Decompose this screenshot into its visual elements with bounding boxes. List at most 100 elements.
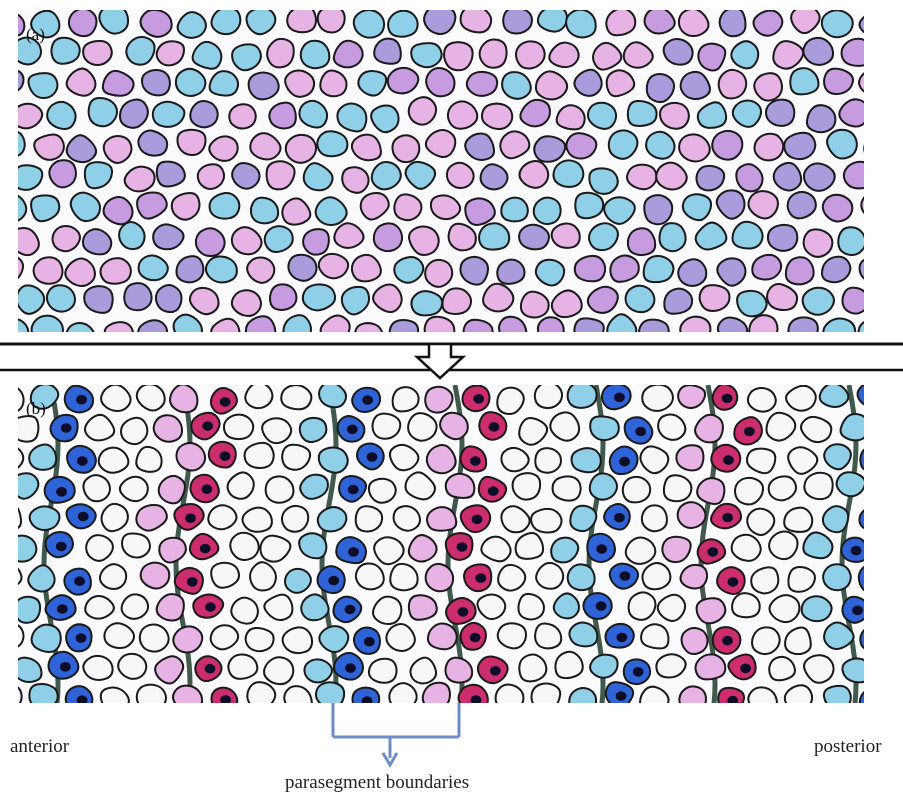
cell [340, 285, 371, 316]
cell [48, 159, 77, 189]
cell [227, 653, 259, 680]
cell [18, 194, 28, 222]
cell [496, 258, 526, 285]
parasegment-boundaries-label: parasegment boundaries [285, 772, 470, 793]
arrow-down-icon [381, 752, 399, 768]
cell [332, 39, 364, 69]
cell [370, 104, 400, 134]
cell [533, 135, 567, 163]
cell [318, 625, 350, 654]
cell [82, 39, 113, 67]
cell [881, 103, 903, 129]
stripe-cell [859, 448, 864, 471]
cell [29, 385, 60, 410]
cell [123, 282, 153, 312]
cell [716, 316, 749, 332]
cell [534, 622, 563, 650]
cell [696, 477, 726, 506]
cell-nucleus [469, 456, 481, 466]
cell [766, 223, 799, 252]
cell [18, 686, 23, 703]
cell [863, 144, 864, 153]
cell [0, 536, 4, 563]
cell [772, 161, 803, 192]
cell [30, 10, 61, 39]
cell [609, 254, 640, 283]
cell-nucleus [344, 604, 356, 615]
cell [388, 443, 420, 472]
cell [280, 385, 313, 411]
cell [801, 286, 835, 316]
cell-nucleus [347, 484, 359, 495]
cell [209, 624, 240, 651]
cell [410, 42, 443, 69]
cell [822, 317, 857, 332]
cell [445, 161, 475, 189]
cell [18, 656, 43, 683]
cell [421, 681, 451, 703]
panel-b-label: (b) [26, 399, 46, 418]
cell [464, 197, 496, 226]
cell [552, 159, 585, 188]
cell [249, 561, 277, 592]
cell [499, 130, 531, 160]
cell [550, 536, 580, 564]
cell [210, 317, 241, 332]
stripe-cell [856, 385, 864, 406]
cell [478, 222, 511, 251]
cell [751, 626, 781, 656]
cell [622, 41, 654, 69]
down-arrow-icon [413, 342, 467, 380]
cell [768, 530, 799, 561]
cell [151, 100, 186, 128]
cell [717, 68, 748, 100]
cell [443, 41, 474, 72]
cell [191, 40, 223, 70]
cell [138, 623, 170, 653]
cell [83, 285, 114, 314]
cell-nucleus [744, 426, 755, 437]
cell [425, 444, 457, 475]
cell [826, 128, 858, 160]
cell [786, 190, 817, 220]
cell [65, 322, 95, 332]
cell [300, 593, 330, 622]
cell [350, 253, 382, 283]
cell [264, 475, 295, 504]
cell [566, 563, 596, 592]
cell [802, 36, 835, 66]
cell [592, 41, 623, 71]
cell [409, 656, 438, 685]
cell [464, 132, 496, 161]
cell [549, 411, 581, 442]
cell-nucleus [871, 696, 882, 706]
cell [314, 196, 348, 227]
cell [476, 593, 507, 621]
cell-nucleus [727, 577, 739, 587]
cell [772, 40, 805, 70]
cell [226, 471, 255, 500]
cell [387, 10, 419, 38]
cell [784, 626, 812, 656]
cell [681, 193, 713, 222]
cell [518, 223, 550, 251]
cell [662, 38, 694, 66]
cell [753, 72, 783, 102]
cell [155, 40, 186, 67]
cell [18, 595, 42, 624]
cell-nucleus [76, 695, 88, 703]
cell [783, 506, 814, 533]
cell [586, 285, 619, 314]
cell [589, 415, 620, 442]
cell [172, 625, 204, 654]
cell [518, 160, 550, 189]
cell [718, 10, 747, 38]
cell [102, 196, 134, 226]
cell [33, 133, 65, 161]
cell [30, 623, 62, 654]
cell [81, 228, 113, 256]
cell [137, 319, 169, 332]
cell-nucleus [56, 604, 68, 614]
cell [748, 314, 779, 332]
